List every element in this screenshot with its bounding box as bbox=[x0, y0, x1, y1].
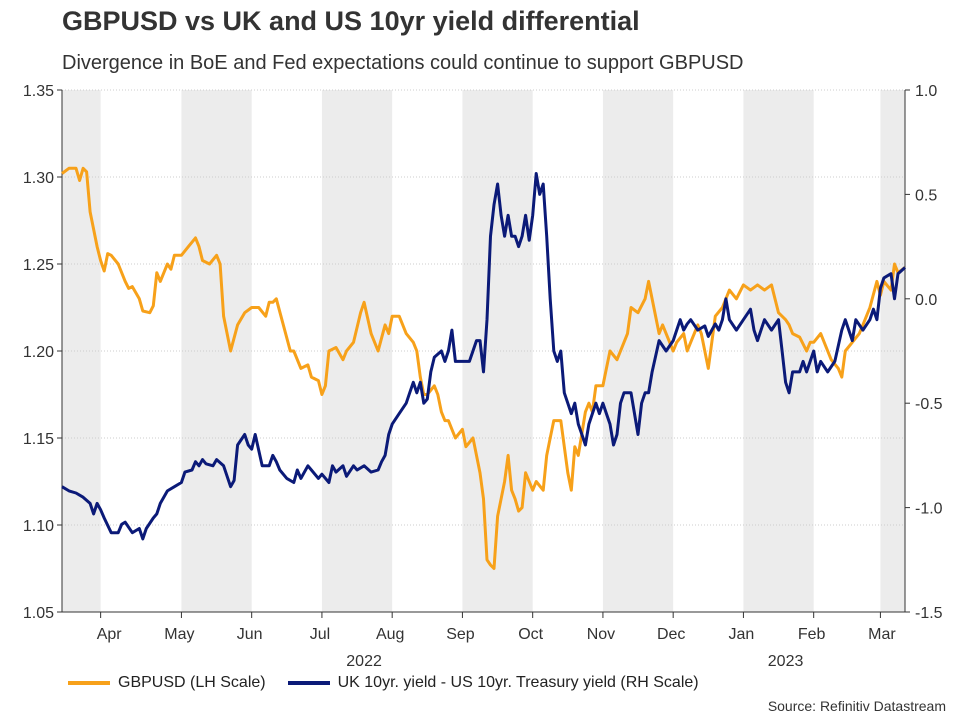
legend-swatch-gbpusd bbox=[68, 681, 110, 685]
left-tick-label-0: 1.35 bbox=[23, 83, 54, 100]
legend-label-yield-diff: UK 10yr. yield - US 10yr. Treasury yield… bbox=[337, 674, 699, 691]
month-label-sep: Sep bbox=[446, 626, 475, 643]
left-tick-label-3: 1.20 bbox=[23, 344, 54, 361]
x-axis-ticks: Apr May Jun Jul Aug Sep Oct Nov Dec Jan Feb Mar 2022… bbox=[97, 612, 896, 670]
left-tick-label-2: 1.25 bbox=[23, 257, 54, 274]
month-label-may: May bbox=[164, 626, 194, 643]
left-tick-label-1: 1.30 bbox=[23, 170, 54, 187]
right-tick-label-2: 0.0 bbox=[915, 292, 937, 309]
right-tick-label-5: -1.5 bbox=[915, 605, 943, 622]
month-label-apr: Apr bbox=[97, 626, 123, 643]
legend-item-yield-diff: UK 10yr. yield - US 10yr. Treasury yield… bbox=[287, 674, 699, 692]
chart-subtitle: Divergence in BoE and Fed expectations c… bbox=[62, 52, 744, 74]
month-label-oct: Oct bbox=[518, 626, 543, 643]
right-tick-label-3: -0.5 bbox=[915, 396, 943, 413]
left-tick-label-6: 1.05 bbox=[23, 605, 54, 622]
year-label-2022: 2022 bbox=[346, 653, 382, 670]
legend-label-gbpusd: GBPUSD (LH Scale) bbox=[118, 674, 266, 691]
chart-title: GBPUSD vs UK and US 10yr yield different… bbox=[62, 6, 640, 36]
right-tick-label-4: -1.0 bbox=[915, 501, 943, 518]
series-line-gbpusd bbox=[61, 166, 906, 570]
month-label-jun: Jun bbox=[237, 626, 263, 643]
month-label-mar: Mar bbox=[868, 626, 896, 643]
series-line-yield-diff bbox=[61, 172, 906, 541]
left-tick-label-4: 1.15 bbox=[23, 431, 54, 448]
legend: GBPUSD (LH Scale) UK 10yr. yield - US 10… bbox=[68, 674, 721, 692]
legend-swatch-yield-diff bbox=[287, 681, 330, 685]
month-label-feb: Feb bbox=[798, 626, 826, 643]
right-tick-label-1: 0.5 bbox=[915, 187, 937, 204]
month-label-dec: Dec bbox=[657, 626, 685, 643]
month-label-aug: Aug bbox=[376, 626, 404, 643]
month-label-jul: Jul bbox=[310, 626, 330, 643]
left-axis-ticks: 1.35 1.30 1.25 1.20 1.15 1.10 1.05 bbox=[23, 83, 62, 622]
series-lines bbox=[61, 166, 906, 570]
month-label-nov: Nov bbox=[587, 626, 615, 643]
legend-item-gbpusd: GBPUSD (LH Scale) bbox=[68, 674, 266, 692]
left-tick-label-5: 1.10 bbox=[23, 518, 54, 535]
month-label-jan: Jan bbox=[729, 626, 755, 643]
right-tick-label-0: 1.0 bbox=[915, 83, 937, 100]
year-label-2023: 2023 bbox=[768, 653, 804, 670]
source-note: Source: Refinitiv Datastream bbox=[767, 698, 946, 714]
right-axis-ticks: 1.0 0.5 0.0 -0.5 -1.0 -1.5 bbox=[905, 83, 943, 622]
